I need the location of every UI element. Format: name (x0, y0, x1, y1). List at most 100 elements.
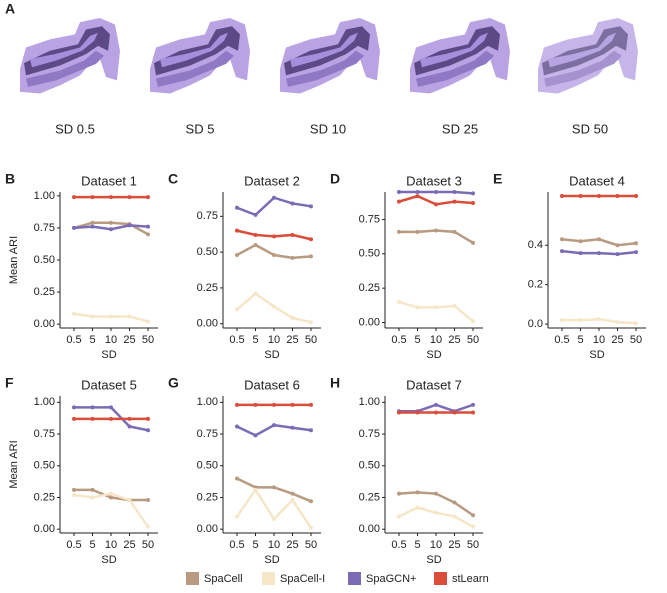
data-point (109, 195, 113, 200)
x-tick-label: 5 (414, 334, 420, 346)
data-point (452, 410, 457, 415)
data-point (72, 416, 76, 421)
x-tick-label: 0.5 (66, 539, 81, 551)
data-point (452, 304, 457, 309)
data-point (253, 433, 258, 438)
x-tick-label: 10 (430, 334, 442, 346)
data-point (146, 416, 150, 421)
y-tick-label: 0.25 (34, 286, 55, 298)
x-tick-label: 50 (467, 539, 479, 551)
x-tick-label: 50 (142, 334, 154, 346)
y-axis-label: Mean ARI (8, 440, 20, 488)
data-point (615, 243, 620, 248)
x-tick-label: 25 (123, 334, 135, 346)
data-point (290, 425, 295, 430)
chart-title: Dataset 3 (406, 173, 462, 188)
data-point (146, 498, 150, 503)
data-point (309, 204, 313, 209)
data-point (109, 416, 113, 421)
data-point (415, 305, 420, 310)
data-point (452, 199, 457, 204)
data-point (90, 220, 95, 225)
x-tick-label: 0.5 (554, 334, 569, 346)
data-point (72, 487, 76, 492)
y-tick-label: 0.75 (34, 428, 55, 440)
panel-label: H (330, 375, 340, 391)
y-tick-label: 0.50 (197, 460, 218, 472)
data-point (471, 410, 475, 415)
y-tick-label: 0.75 (34, 222, 55, 234)
data-point (434, 410, 438, 415)
tissue-image (20, 18, 120, 94)
data-point (235, 476, 239, 481)
legend-swatch (348, 572, 361, 585)
x-tick-label: 10 (268, 539, 280, 551)
y-tick-label: 1.00 (34, 190, 55, 202)
image-caption: SD 50 (572, 121, 608, 136)
y-tick-label: 0.25 (359, 491, 380, 503)
panel-label: D (330, 171, 340, 187)
data-point (560, 193, 564, 198)
data-point (452, 229, 457, 234)
x-tick-label: 0.5 (229, 539, 244, 551)
data-point (290, 232, 295, 237)
data-point (597, 317, 601, 322)
data-point (309, 499, 313, 504)
data-point (452, 514, 457, 519)
x-tick-label: 10 (268, 334, 280, 346)
data-point (397, 514, 401, 519)
legend-label: SpaGCN+ (366, 573, 416, 585)
data-point (109, 495, 113, 500)
data-point (253, 402, 258, 407)
x-tick-label: 5 (252, 334, 258, 346)
data-point (309, 320, 313, 325)
x-tick-label: 25 (123, 539, 135, 551)
x-tick-label: 5 (89, 539, 95, 551)
y-tick-label: 0.50 (359, 248, 380, 260)
data-point (235, 424, 239, 429)
legend-swatch (262, 572, 275, 585)
data-point (290, 491, 295, 496)
data-point (272, 402, 276, 407)
panel-label: C (168, 171, 178, 187)
data-point (146, 319, 150, 324)
data-point (290, 402, 295, 407)
panel-label: G (168, 375, 179, 391)
data-point (415, 190, 420, 194)
data-point (109, 405, 113, 410)
tissue-image (538, 18, 638, 94)
data-point (72, 311, 76, 316)
panel-label: A (5, 1, 15, 17)
image-caption: SD 10 (310, 121, 346, 136)
y-tick-label: 1.00 (197, 396, 218, 408)
x-tick-label: 50 (142, 539, 154, 551)
data-point (272, 252, 276, 257)
x-axis-label: SD (101, 554, 116, 566)
series-line (236, 477, 312, 503)
image-caption: SD 0.5 (55, 121, 95, 136)
x-tick-label: 50 (467, 334, 479, 346)
data-point (578, 318, 583, 323)
data-point (90, 195, 95, 200)
legend-swatch (186, 572, 199, 585)
data-point (272, 423, 276, 428)
data-point (397, 199, 401, 204)
data-point (415, 194, 420, 199)
data-point (597, 193, 601, 198)
y-tick-label: 1.00 (34, 396, 55, 408)
x-tick-label: 5 (252, 539, 258, 551)
x-tick-label: 0.5 (391, 334, 406, 346)
data-point (397, 410, 401, 415)
data-point (290, 315, 295, 320)
y-tick-label: 0.25 (197, 491, 218, 503)
data-point (72, 405, 76, 410)
y-tick-label: 0.50 (359, 460, 380, 472)
data-point (72, 195, 76, 200)
data-point (109, 314, 113, 319)
data-point (578, 251, 583, 256)
y-tick-label: 0.50 (34, 460, 55, 472)
data-point (434, 190, 438, 194)
y-tick-label: 0.50 (34, 254, 55, 266)
data-point (127, 424, 132, 429)
data-point (452, 500, 457, 505)
